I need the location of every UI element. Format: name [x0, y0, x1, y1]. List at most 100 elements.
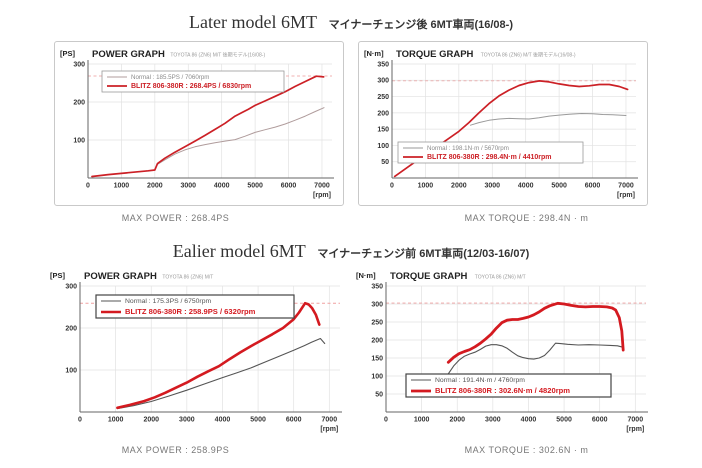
legend-label: BLITZ 806-380R : 268.4PS / 6830rpm: [131, 83, 251, 90]
y-tick-label: 100: [377, 143, 389, 150]
legend: Normal : 191.4N·m / 4760rpm BLITZ 806-380…: [405, 373, 612, 398]
y-tick-label: 250: [371, 319, 383, 326]
unit-label: [PS]: [50, 271, 66, 280]
x-tick-label: 0: [86, 183, 90, 190]
later-model-chart-row: 0 1000 2000 3000 4000 5000 6000 7000 100 200 300 [r…: [0, 41, 702, 206]
unit-label: [N·m]: [356, 271, 376, 280]
x-tick-label: 3000: [484, 183, 500, 190]
x-tick-label: 7000: [314, 183, 330, 190]
max-torque-caption-earlier: MAX TORQUE : 302.6N · m: [464, 445, 589, 455]
chart-subtitle: TOYOTA 86 (ZN6) M/T 後期モデル(16/08-): [481, 52, 576, 59]
x-tick-label: 0: [390, 183, 394, 190]
series-line-normal: [447, 342, 624, 375]
x-tick-label: 4000: [214, 183, 230, 190]
y-tick-label: 250: [377, 94, 389, 101]
x-tick-label: 5000: [247, 183, 263, 190]
legend-label: Normal : 191.4N·m / 4760rpm: [435, 377, 525, 384]
y-tick-label: 300: [65, 283, 77, 290]
x-tick-label: 6000: [281, 183, 297, 190]
x-tick-label: 3000: [485, 417, 501, 424]
later-model-title: Later model 6MT マイナーチェンジ後 6MT車両(16/08-): [0, 7, 702, 35]
y-tick-label: 350: [371, 283, 383, 290]
y-tick-label: 100: [65, 367, 77, 374]
power-graph-later-panel: 0 1000 2000 3000 4000 5000 6000 7000 100 200 300 [r…: [54, 41, 344, 206]
unit-label: [PS]: [60, 49, 76, 58]
y-tick-label: 200: [73, 99, 85, 106]
series-line-blitz-806-380r: [116, 301, 321, 410]
x-tick-label: 2000: [451, 183, 467, 190]
x-tick-label: 5000: [556, 417, 572, 424]
x-tick-label: 2000: [147, 183, 163, 190]
max-power-caption-later: MAX POWER : 268.4PS: [121, 213, 230, 223]
later-model-title-jp: マイナーチェンジ後 6MT車両(16/08-): [328, 19, 513, 31]
chart-subtitle: TOYOTA 86 (ZN6) M/T: [475, 275, 526, 281]
series-line-normal: [91, 107, 325, 177]
x-tick-label: 2000: [449, 417, 465, 424]
max-power-caption-earlier: MAX POWER : 258.9PS: [121, 445, 230, 455]
x-tick-label: 4000: [518, 183, 534, 190]
x-tick-label: 5000: [551, 183, 567, 190]
legend-box: [405, 373, 612, 398]
earlier-model-section: Ealier model 6MT マイナーチェンジ前 6MT車両(12/03-1…: [0, 236, 702, 455]
y-tick-label: 50: [375, 391, 383, 398]
x-tick-label: 1000: [114, 183, 130, 190]
x-tick-label: 2000: [143, 417, 159, 424]
legend-label: BLITZ 806-380R : 298.4N·m / 4410rpm: [427, 154, 552, 161]
rpm-axis-label: [rpm]: [626, 426, 644, 433]
legend-box: [397, 141, 584, 164]
y-tick-label: 200: [377, 110, 389, 117]
y-tick-label: 150: [377, 127, 389, 134]
y-tick-label: 200: [371, 337, 383, 344]
x-tick-label: 6000: [286, 417, 302, 424]
legend: Normal : 175.3PS / 6750rpm BLITZ 806-380R…: [95, 294, 295, 319]
x-tick-label: 0: [78, 417, 82, 424]
chart-title: POWER GRAPH: [84, 271, 157, 282]
y-tick-label: 200: [65, 325, 77, 332]
rpm-axis-label: [rpm]: [320, 426, 338, 433]
earlier-model-title-en: Ealier model 6MT: [172, 241, 306, 261]
chart-subtitle: TOYOTA 86 (ZN6) M/T 後期モデル(16/08-): [170, 52, 265, 59]
earlier-model-title: Ealier model 6MT マイナーチェンジ前 6MT車両(12/03-1…: [0, 236, 702, 264]
legend: Normal : 185.5PS / 7060rpm BLITZ 806-380R…: [101, 70, 285, 93]
later-model-captions: MAX POWER : 268.4PS MAX TORQUE : 298.4N …: [0, 213, 702, 223]
chart-title: POWER GRAPH: [92, 49, 165, 60]
max-torque-caption-later: MAX TORQUE : 298.4N · m: [464, 213, 589, 223]
legend-label: Normal : 198.1N·m / 5670rpm: [427, 145, 509, 152]
x-tick-label: 6000: [585, 183, 601, 190]
x-tick-label: 0: [384, 417, 388, 424]
x-tick-label: 6000: [592, 417, 608, 424]
power-graph-earlier-chart: 0 1000 2000 3000 4000 5000 6000 7000 100 200 300 [r…: [50, 271, 342, 433]
power-graph-later-chart: 0 1000 2000 3000 4000 5000 6000 7000 100 200 300 [r…: [60, 49, 334, 199]
y-tick-label: 100: [73, 137, 85, 144]
torque-graph-earlier-panel: 0 1000 2000 3000 4000 5000 6000 7000 50 100 150 200…: [354, 268, 654, 444]
chart-title: TORQUE GRAPH: [396, 49, 474, 60]
x-tick-label: 7000: [628, 417, 644, 424]
legend-label: BLITZ 806-380R : 302.6N·m / 4820rpm: [435, 386, 570, 395]
later-model-title-en: Later model 6MT: [189, 12, 317, 32]
later-model-section: Later model 6MT マイナーチェンジ後 6MT車両(16/08-) …: [0, 0, 702, 223]
legend-box: [101, 70, 285, 93]
unit-label: [N·m]: [364, 49, 384, 58]
legend: Normal : 198.1N·m / 5670rpm BLITZ 806-380…: [397, 141, 584, 164]
y-tick-label: 100: [371, 373, 383, 380]
chart-title: TORQUE GRAPH: [390, 271, 468, 282]
series-line-blitz-806-380r: [446, 301, 625, 364]
x-tick-label: 3000: [179, 417, 195, 424]
rpm-axis-label: [rpm]: [617, 192, 635, 199]
y-tick-label: 50: [381, 159, 389, 166]
torque-graph-earlier-chart: 0 1000 2000 3000 4000 5000 6000 7000 50 100 150 200…: [356, 271, 648, 433]
power-graph-earlier-panel: 0 1000 2000 3000 4000 5000 6000 7000 100 200 300 [r…: [48, 268, 348, 444]
series-line-blitz-806-380r: [393, 80, 629, 178]
earlier-model-title-jp: マイナーチェンジ前 6MT車両(12/03-16/07): [317, 248, 530, 260]
earlier-model-captions: MAX POWER : 258.9PS MAX TORQUE : 302.6N …: [0, 445, 702, 455]
legend-label: Normal : 175.3PS / 6750rpm: [125, 298, 211, 305]
x-tick-label: 3000: [180, 183, 196, 190]
earlier-model-chart-row: 0 1000 2000 3000 4000 5000 6000 7000 100 200 300 [r…: [0, 268, 702, 444]
legend-label: Normal : 185.5PS / 7060rpm: [131, 74, 209, 81]
series-line-normal: [116, 337, 326, 410]
x-tick-label: 1000: [414, 417, 430, 424]
x-tick-label: 5000: [250, 417, 266, 424]
x-tick-label: 4000: [521, 417, 537, 424]
y-tick-label: 300: [73, 61, 85, 68]
y-tick-label: 150: [371, 355, 383, 362]
